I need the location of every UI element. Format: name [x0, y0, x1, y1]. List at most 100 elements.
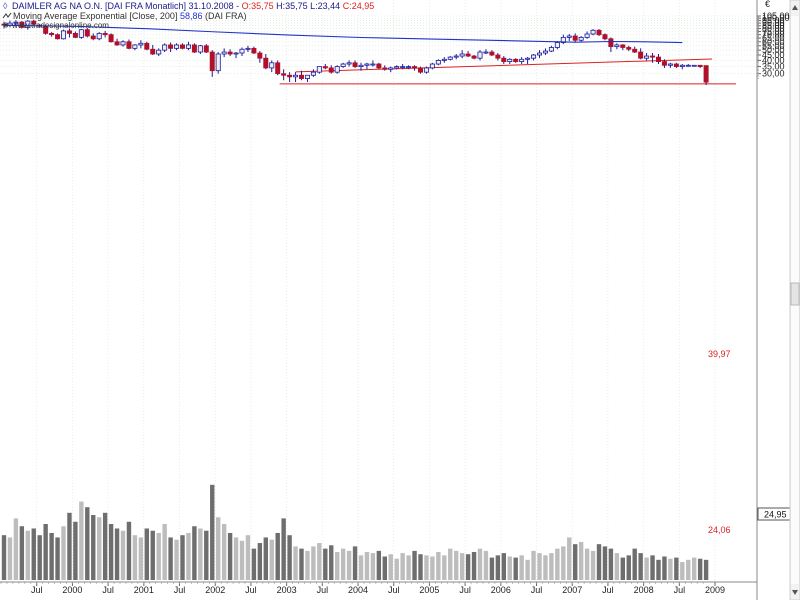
- volume-bar: [150, 530, 155, 580]
- candle: [525, 57, 531, 65]
- candle-body: [400, 66, 406, 68]
- instrument-title: DAIMLER AG NA O.N. [DAI FRA Monatlich] 3…: [12, 1, 374, 11]
- candle: [394, 65, 400, 70]
- candle-body: [90, 35, 96, 40]
- volume-bar: [79, 501, 84, 580]
- candle: [78, 29, 84, 39]
- candle-body: [132, 44, 138, 49]
- volume-bar: [174, 539, 179, 580]
- volume-bar: [126, 521, 132, 580]
- candle-body: [334, 66, 340, 73]
- candle: [322, 64, 328, 70]
- candle: [197, 44, 203, 54]
- candle: [281, 69, 287, 81]
- volume-bar: [584, 548, 590, 580]
- candle-body: [501, 57, 507, 62]
- scroll-down-arrow-icon[interactable]: [792, 590, 798, 595]
- candle: [209, 50, 215, 77]
- candle-body: [495, 54, 501, 59]
- candle: [358, 62, 364, 71]
- candle: [614, 43, 620, 50]
- candle: [495, 53, 501, 61]
- candle: [453, 53, 459, 60]
- candle-body: [49, 32, 55, 36]
- candle: [590, 29, 596, 36]
- candle-body: [578, 36, 584, 41]
- candle-body: [412, 66, 418, 69]
- volume-bar: [596, 544, 602, 580]
- volume-bar: [501, 553, 506, 580]
- volume-bar: [674, 557, 679, 580]
- volume-bar: [620, 557, 625, 580]
- candle: [537, 50, 543, 59]
- x-tick-label: 2007: [562, 585, 582, 595]
- scrollbar-thumb[interactable]: [790, 282, 800, 306]
- candle-body: [620, 44, 626, 48]
- x-tick-label: 2004: [348, 585, 368, 595]
- candle-body: [162, 44, 168, 51]
- candle: [257, 51, 263, 63]
- candle: [638, 48, 644, 60]
- volume-bar: [91, 515, 96, 580]
- candle: [685, 64, 691, 67]
- candle: [61, 29, 67, 40]
- candle: [25, 20, 31, 30]
- candle: [376, 62, 382, 70]
- volume-bar: [424, 555, 429, 580]
- volume-bar: [108, 524, 114, 580]
- x-tick-label: 2003: [277, 585, 297, 595]
- candle-body: [376, 63, 382, 69]
- volume-bar: [459, 553, 465, 580]
- x-tick-label: 2006: [491, 585, 511, 595]
- candle-body: [120, 41, 126, 46]
- candle-body: [673, 63, 679, 67]
- candle-body: [661, 61, 667, 66]
- right-scrollbar[interactable]: [789, 0, 800, 600]
- volume-bar: [513, 557, 518, 580]
- candle: [578, 36, 584, 42]
- y-tick-label: 75,00: [762, 26, 785, 36]
- candle-body: [78, 29, 84, 38]
- candle-body: [572, 35, 578, 41]
- candle-body: [239, 48, 245, 54]
- candle-body: [489, 51, 495, 56]
- candle: [191, 43, 197, 54]
- candle: [179, 43, 185, 50]
- x-tick-label: 2008: [634, 585, 654, 595]
- volume-bar: [442, 555, 447, 580]
- volume-bar: [335, 552, 340, 580]
- volume-bar: [471, 552, 477, 580]
- candle-body: [531, 54, 537, 59]
- trend-value-label: 39,97: [708, 349, 731, 359]
- volume-bar: [192, 526, 197, 580]
- volume-bar: [703, 559, 709, 580]
- volume-bar: [376, 550, 382, 580]
- candle-body: [174, 44, 180, 49]
- x-tick-label: Jul: [602, 585, 614, 595]
- volume-bar: [590, 550, 596, 580]
- watermark-icon: [3, 22, 9, 28]
- volume-bar: [102, 512, 108, 580]
- candle: [239, 47, 245, 57]
- volume-bar: [394, 558, 399, 580]
- candle-body: [429, 63, 435, 69]
- candle: [245, 45, 251, 53]
- volume-bar: [275, 532, 280, 580]
- volume-bar: [430, 556, 435, 580]
- candle-body: [697, 64, 703, 67]
- candle-body: [548, 47, 554, 52]
- candle-body: [150, 48, 156, 55]
- candle-body: [406, 66, 412, 68]
- candle-body: [310, 71, 316, 76]
- y-tick-label: 45,00: [762, 50, 785, 60]
- support-value-label: 24,06: [708, 525, 731, 535]
- candle-body: [525, 57, 531, 60]
- candle-body: [61, 30, 67, 40]
- y-tick-label: 85,00: [762, 21, 785, 31]
- candle-body: [179, 44, 185, 49]
- scroll-up-arrow-icon[interactable]: [792, 5, 798, 10]
- candle-body: [513, 58, 519, 62]
- candle: [340, 62, 346, 68]
- candle: [168, 42, 174, 53]
